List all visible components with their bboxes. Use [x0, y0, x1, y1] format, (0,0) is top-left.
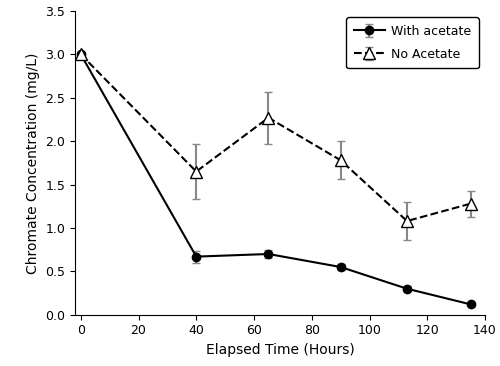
Y-axis label: Chromate Concentration (mg/L): Chromate Concentration (mg/L) — [26, 52, 40, 273]
X-axis label: Elapsed Time (Hours): Elapsed Time (Hours) — [206, 343, 354, 357]
Legend: With acetate, No Acetate: With acetate, No Acetate — [346, 17, 479, 68]
